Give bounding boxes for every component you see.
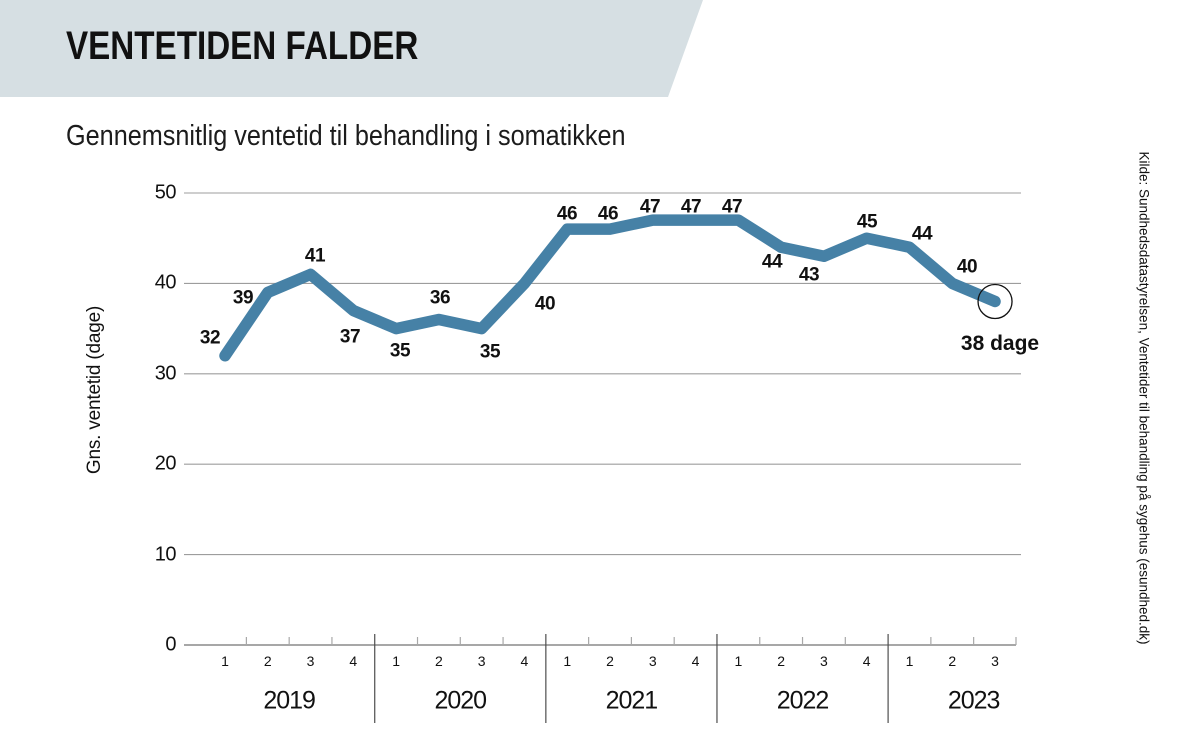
quarter-tick-label: 3: [477, 653, 486, 669]
data-point-label: 47: [639, 196, 661, 218]
quarter-tick-label: 3: [306, 653, 315, 669]
quarter-tick-label: 4: [862, 653, 871, 669]
quarter-tick-label: 3: [991, 653, 999, 669]
year-label: 2020: [434, 686, 487, 715]
quarter-tick-label: 3: [648, 653, 657, 669]
y-axis-tick-label: 20: [154, 452, 177, 475]
data-point-label: 47: [721, 196, 743, 218]
data-point-label: 40: [534, 293, 556, 315]
quarter-tick-label: 1: [221, 653, 229, 669]
quarter-tick-label: 2: [263, 653, 272, 669]
year-label: 2022: [776, 686, 830, 715]
highlight-circle: [977, 283, 1013, 320]
data-point-label: 39: [232, 287, 254, 309]
data-point-label: 32: [199, 327, 221, 349]
y-axis-tick-label: 50: [154, 181, 177, 204]
quarter-tick-label: 3: [820, 653, 828, 669]
data-point-label: 40: [956, 256, 978, 278]
header-banner: [0, 0, 703, 97]
annotation-38-dage: 38 dage: [960, 332, 1040, 355]
data-point-label: 35: [479, 341, 501, 363]
data-point-label: 45: [856, 211, 878, 233]
quarter-tick-label: 2: [434, 653, 443, 669]
data-point-label: 37: [339, 326, 361, 348]
y-axis-tick-label: 40: [154, 271, 177, 294]
quarter-tick-label: 2: [948, 653, 957, 669]
data-point-label: 36: [429, 287, 451, 309]
quarter-tick-label: 4: [349, 653, 358, 669]
data-point-label: 47: [680, 196, 702, 218]
quarter-tick-label: 4: [691, 653, 700, 669]
quarter-tick-label: 2: [777, 653, 786, 669]
chart-title: Gennemsnitlig ventetid til behandling i …: [66, 120, 626, 152]
data-point-label: 43: [798, 264, 820, 286]
data-point-label: 46: [597, 203, 619, 225]
data-point-label: 41: [304, 245, 326, 267]
data-point-label: 44: [911, 223, 933, 245]
y-axis-tick-label: 0: [165, 633, 176, 656]
trend-line: [219, 214, 1001, 362]
data-point-label: 44: [761, 251, 783, 273]
quarter-tick-label: 1: [734, 653, 743, 669]
quarter-tick-label: 1: [905, 653, 914, 669]
y-axis-title: Gns. ventetid (dage): [84, 305, 105, 475]
page-title: VENTETIDEN FALDER: [66, 24, 419, 68]
year-label: 2023: [947, 686, 1001, 715]
year-label: 2021: [605, 686, 659, 715]
quarter-tick-label: 1: [392, 653, 401, 669]
source-credit: Kilde: Sundhedsdatastyrelsen, Ventetider…: [1136, 151, 1152, 645]
quarter-tick-label: 4: [520, 653, 529, 669]
year-label: 2019: [263, 686, 316, 715]
quarter-tick-label: 2: [606, 653, 614, 669]
data-point-label: 46: [556, 203, 578, 225]
y-axis-tick-label: 10: [154, 543, 177, 566]
quarter-tick-label: 1: [563, 653, 572, 669]
data-point-label: 35: [389, 340, 411, 362]
y-axis-tick-label: 30: [154, 362, 177, 385]
